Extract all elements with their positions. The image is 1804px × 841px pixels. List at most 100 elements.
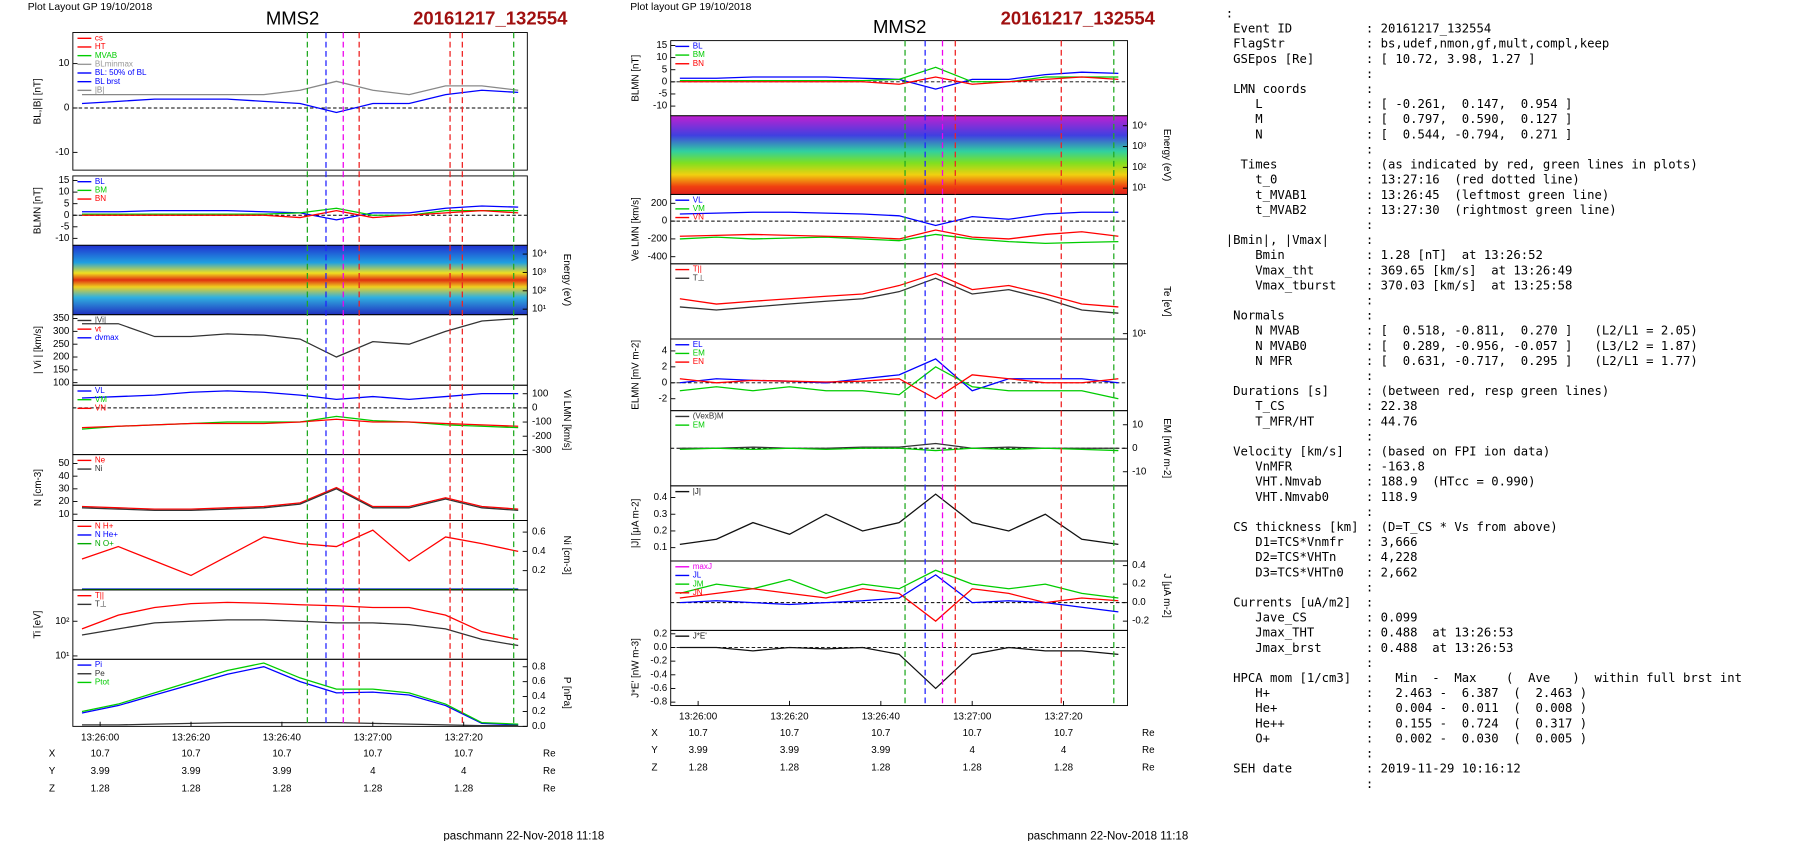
position-label: Z: [652, 763, 658, 774]
position-unit: Re: [1142, 728, 1155, 739]
info-line: :: [1226, 747, 1374, 761]
position-value: 4: [461, 766, 467, 777]
x-tick-label: 13:26:20: [172, 733, 211, 744]
position-value: 1.28: [181, 783, 201, 794]
position-label: Z: [49, 783, 55, 794]
info-line: t_0 : 13:27:16 (red dotted line): [1226, 173, 1580, 187]
position-unit: Re: [1142, 763, 1155, 774]
info-line: SEH date : 2019-11-29 10:16:12: [1226, 762, 1521, 776]
y-tick-label: 0.0: [654, 642, 668, 653]
y-tick-label: -2: [659, 393, 668, 404]
series-line: [679, 277, 1119, 314]
x-tick-label: 13:26:00: [679, 712, 718, 723]
y-tick-label: 0.8: [532, 661, 546, 672]
position-value: 1.28: [91, 783, 111, 794]
panel-frame: [670, 193, 1128, 265]
y-tick-label: 350: [53, 313, 70, 324]
legend-label: maxJ: [693, 562, 712, 571]
info-line: :: [1226, 580, 1374, 594]
info-line: Normals :: [1226, 309, 1374, 323]
y-tick-label: 0: [64, 103, 70, 114]
y-tick-label: 100: [532, 388, 549, 399]
legend-label: JM: [693, 579, 704, 588]
footer: paschmann 22-Nov-2018 11:18: [443, 830, 604, 841]
position-value: 4: [969, 745, 975, 756]
y-tick-label: 10¹: [1132, 328, 1147, 339]
info-line: N MVAB : [ 0.518, -0.811, 0.270 ] (L2/L1…: [1226, 324, 1698, 338]
y-axis-label: EM [mW m-2]: [1161, 418, 1172, 478]
info-line: VHT.Nmvab0 : 118.9: [1226, 490, 1418, 504]
panel-frame: [72, 32, 528, 171]
legend-label: T⊥: [693, 273, 705, 282]
y-axis-label: Ni [cm-3]: [561, 536, 572, 576]
y-tick-label: -400: [648, 251, 668, 262]
position-label: Y: [651, 745, 658, 756]
y-axis-label: J*E' [nW m-3]: [631, 638, 642, 698]
info-line: Jmax_brst : 0.488 at 13:26:53: [1226, 641, 1514, 655]
info-line: :: [1226, 777, 1374, 791]
legend-label: Ni: [95, 464, 103, 473]
y-tick-label: 300: [53, 326, 70, 337]
panel-frame: [670, 629, 1128, 707]
y-tick-label: -0.2: [650, 656, 667, 667]
x-tick-label: 13:27:00: [953, 712, 992, 723]
y-tick-label: 0.6: [532, 527, 546, 538]
series-line: [81, 529, 519, 577]
info-line: GSEpos [Re] : [ 10.72, 3.98, 1.27 ]: [1226, 52, 1536, 66]
panel-frame: [670, 560, 1128, 631]
series-line: [81, 662, 519, 725]
info-line: Vmax_tht : 369.65 [km/s] at 13:26:49: [1226, 263, 1573, 277]
info-line: D2=TCS*VHTn : 4,228: [1226, 550, 1418, 564]
y-tick-label: 0: [662, 216, 668, 227]
x-tick-label: 13:27:20: [445, 733, 484, 744]
series-line: [679, 588, 1119, 622]
y-tick-label: 0.3: [654, 509, 668, 520]
x-tick-label: 13:26:40: [862, 712, 901, 723]
series-line: [81, 418, 519, 429]
legend-label: Pe: [95, 669, 105, 678]
event-id: 20161217_132554: [1001, 8, 1156, 29]
spectrogram: [670, 115, 1128, 195]
panel-frame: [72, 658, 528, 727]
info-line: Bmin : 1.28 [nT] at 13:26:52: [1226, 248, 1543, 262]
y-tick-label: 0.0: [1132, 597, 1146, 608]
legend-label: |J|: [693, 487, 701, 496]
position-unit: Re: [1142, 745, 1155, 756]
legend-label: BLminmax: [95, 59, 133, 68]
y-axis-label: BL,|B| [nT]: [33, 78, 44, 124]
y-tick-label: 10: [58, 58, 69, 69]
legend-label: N O+: [95, 539, 114, 548]
y-tick-label: -5: [659, 89, 668, 100]
y-tick-label: -5: [61, 221, 70, 232]
y-tick-label: -10: [55, 147, 70, 158]
y-tick-label: 0.0: [532, 721, 546, 732]
y-tick-label: 0.2: [1132, 579, 1146, 590]
position-value: 1.28: [689, 763, 709, 774]
position-value: 1.28: [871, 763, 891, 774]
y-tick-label: -100: [532, 417, 552, 428]
y-tick-label: -200: [648, 233, 668, 244]
position-value: 1.28: [1054, 763, 1074, 774]
position-value: 10.7: [1054, 728, 1073, 739]
x-tick-label: 13:26:00: [81, 733, 120, 744]
y-axis-label: Vi LMN [km/s]: [561, 389, 572, 450]
legend-label: |B|: [95, 85, 105, 94]
legend-label: BM: [95, 186, 107, 195]
position-value: 3.99: [780, 745, 799, 756]
legend-label: VM: [693, 204, 705, 213]
info-line: :: [1226, 218, 1374, 232]
y-tick-label: 10: [58, 509, 69, 520]
y-tick-label: -10: [653, 101, 668, 112]
y-tick-label: 15: [58, 175, 69, 186]
info-line: Times : (as indicated by red, green line…: [1226, 158, 1698, 172]
series-line: [679, 272, 1119, 308]
y-tick-label: -300: [532, 445, 552, 456]
info-line: N MFR : [ 0.631, -0.717, 0.295 ] (L2/L1 …: [1226, 354, 1698, 368]
y-tick-label: 0.2: [532, 706, 546, 717]
plot-header: Plot layout GP 19/10/2018: [630, 2, 751, 13]
position-value: 3.99: [272, 766, 291, 777]
x-tick-label: 13:27:20: [1044, 712, 1083, 723]
legend-label: Ne: [95, 456, 106, 465]
info-line: D3=TCS*VHTn0 : 2,662: [1226, 565, 1418, 579]
position-value: 3.99: [181, 766, 200, 777]
